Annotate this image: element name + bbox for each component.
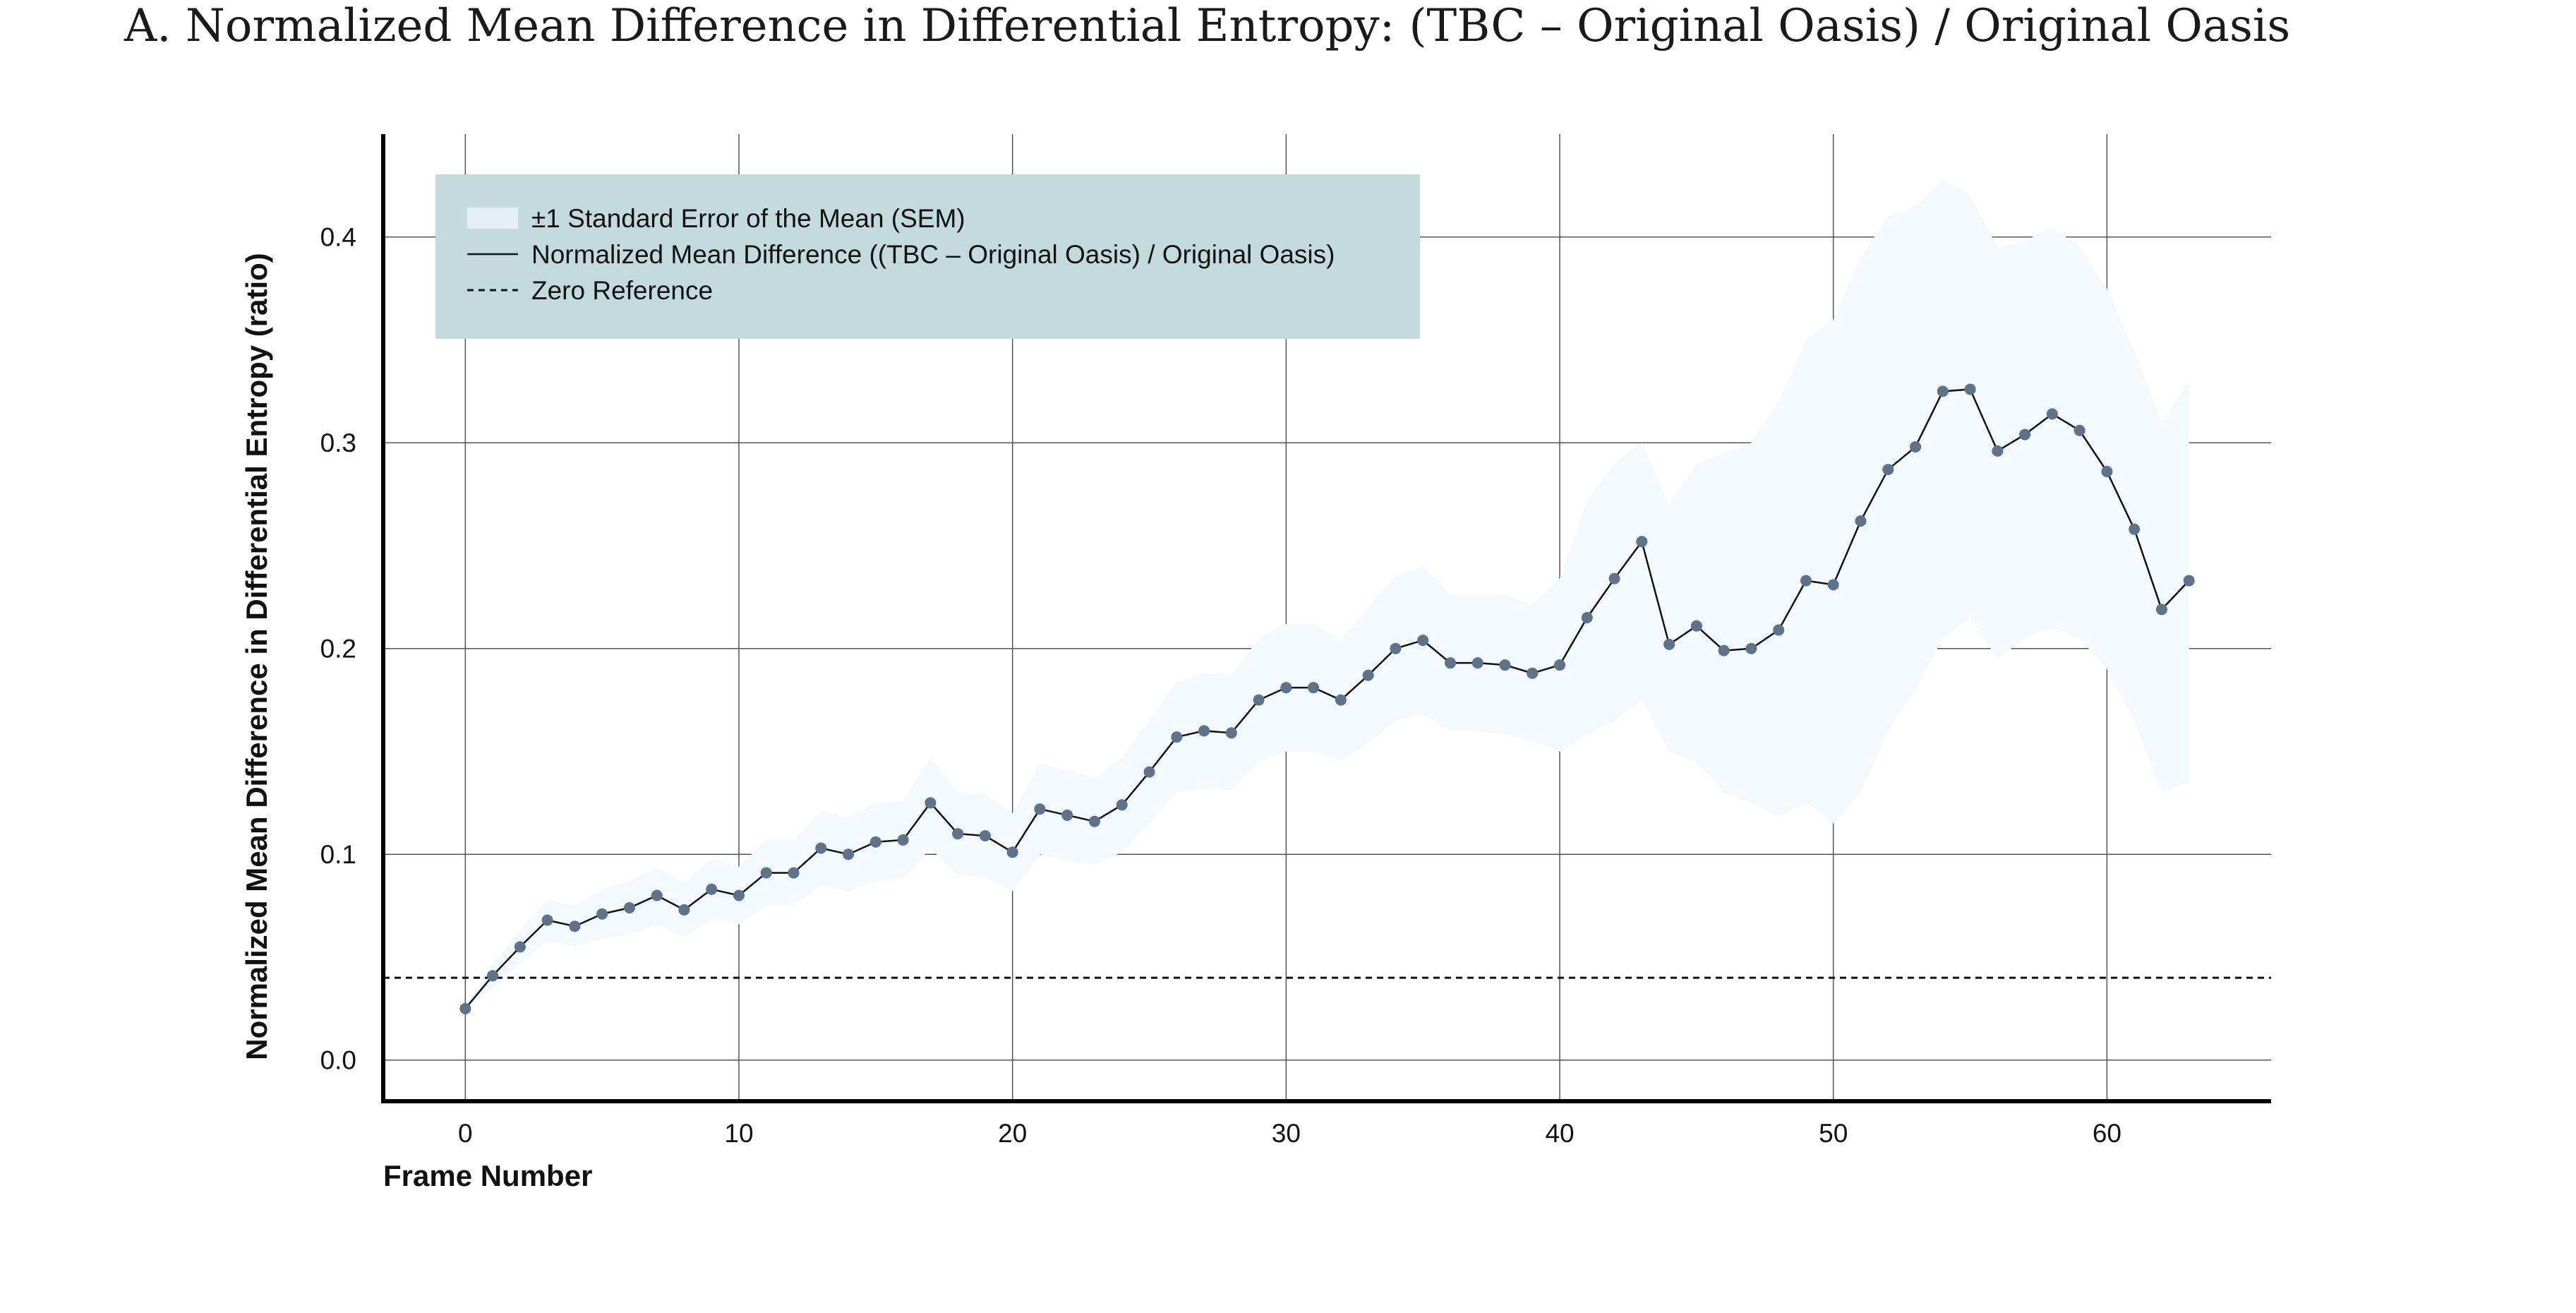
y-axis-title: Normalized Mean Difference in Differenti… (240, 253, 273, 1060)
data-point (706, 883, 718, 895)
legend: ±1 Standard Error of the Mean (SEM) Norma… (435, 174, 1420, 339)
data-point (1827, 579, 1839, 591)
data-point (2046, 408, 2058, 420)
data-point (843, 849, 855, 861)
data-point (569, 921, 581, 933)
sem-band (465, 179, 2189, 1009)
data-point (2155, 604, 2167, 616)
data-point (2019, 428, 2031, 440)
data-point (1992, 445, 2004, 457)
data-point (897, 834, 909, 846)
y-tick-label: 0.1 (320, 840, 356, 869)
chart-title: A. Normalized Mean Difference in Differe… (124, 0, 2291, 52)
data-point (815, 842, 827, 854)
data-point (1171, 731, 1183, 743)
tick-labels: 0 10 20 30 40 50 60 0.0 0.1 0.2 0.3 0.4 (320, 223, 2121, 1148)
data-point (2183, 575, 2195, 587)
x-tick-label: 30 (1272, 1119, 1301, 1148)
data-point (1499, 659, 1511, 671)
y-tick-label: 0.3 (320, 428, 356, 457)
data-point (1855, 515, 1867, 527)
y-tick-label: 0.4 (320, 223, 356, 252)
data-point (1718, 644, 1730, 656)
data-point (1335, 694, 1347, 706)
data-point (651, 889, 663, 901)
data-point (1882, 464, 1894, 476)
x-tick-label: 60 (2093, 1119, 2121, 1148)
data-point (1581, 612, 1593, 623)
data-point (1034, 803, 1046, 815)
data-point (1444, 657, 1456, 669)
data-point (2074, 424, 2086, 436)
data-point (1088, 815, 1100, 827)
data-point (514, 941, 526, 953)
data-point (952, 828, 964, 840)
x-tick-label: 40 (1545, 1119, 1574, 1148)
data-point (1964, 383, 1976, 395)
y-tick-label: 0.2 (320, 635, 356, 664)
data-point (1527, 667, 1539, 679)
data-point (1362, 669, 1374, 681)
data-point (1253, 694, 1265, 706)
data-point (487, 970, 499, 982)
data-point (459, 1002, 471, 1014)
axes (381, 134, 2271, 1103)
x-tick-label: 50 (1819, 1119, 1848, 1148)
data-point (1745, 642, 1757, 654)
data-point-layer (459, 383, 2195, 1014)
data-point (1773, 624, 1785, 636)
data-point (623, 902, 635, 913)
series-line (464, 388, 2190, 1009)
data-point (1308, 682, 1320, 694)
data-point (925, 797, 937, 809)
data-point (1910, 441, 1922, 453)
legend-box (435, 174, 1420, 339)
data-point (678, 904, 690, 916)
data-point (1800, 575, 1812, 587)
data-point (1390, 642, 1402, 654)
data-point (1554, 659, 1566, 671)
x-tick-label: 0 (458, 1119, 473, 1148)
y-tick-label: 0.0 (320, 1046, 356, 1075)
x-tick-label: 20 (998, 1119, 1027, 1148)
data-point (1116, 799, 1128, 811)
data-point (2129, 523, 2141, 535)
legend-label: ±1 Standard Error of the Mean (SEM) (531, 204, 965, 233)
data-point (979, 829, 991, 841)
data-point (2101, 466, 2113, 478)
data-point (1636, 536, 1648, 548)
data-point (1471, 657, 1483, 669)
data-point (1006, 846, 1018, 858)
data-point (760, 867, 772, 879)
data-point (1663, 638, 1675, 650)
data-point (1225, 727, 1237, 739)
data-point (788, 867, 800, 879)
legend-label: Normalized Mean Difference ((TBC – Origi… (531, 240, 1335, 269)
data-point (1608, 572, 1620, 584)
data-point (1198, 725, 1210, 737)
data-point (733, 889, 745, 901)
data-point (1143, 766, 1155, 778)
data-point (541, 914, 553, 926)
sem-band-layer (465, 179, 2189, 1009)
series-line-layer (464, 388, 2190, 1009)
data-point (1061, 809, 1073, 821)
legend-label: Zero Reference (531, 276, 713, 305)
x-tick-label: 10 (724, 1119, 753, 1148)
data-point (1937, 385, 1949, 397)
x-axis-title: Frame Number (383, 1159, 592, 1192)
legend-swatch-band (467, 208, 518, 229)
data-point (1280, 682, 1292, 694)
data-point (1690, 620, 1702, 632)
data-point (596, 908, 608, 920)
data-point (1417, 635, 1429, 647)
data-point (869, 836, 881, 848)
